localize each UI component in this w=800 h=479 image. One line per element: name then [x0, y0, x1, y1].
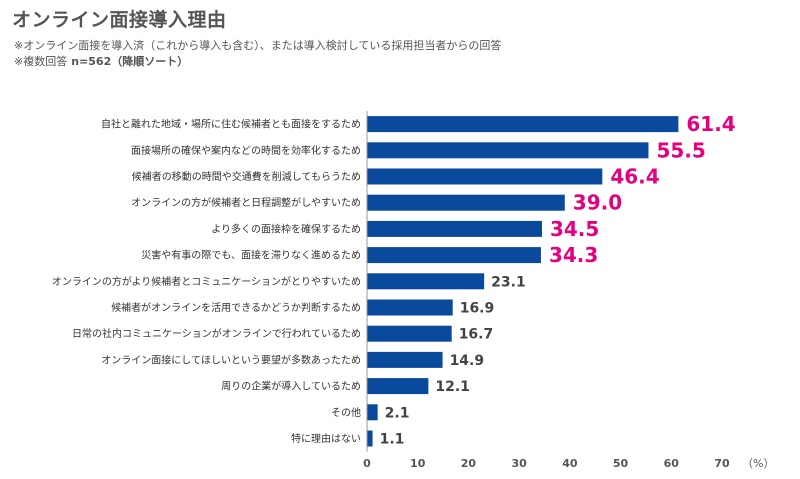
bar — [367, 142, 649, 159]
category-label: オンラインの方がより候補者とコミュニケーションがとりやすいため — [52, 275, 361, 288]
x-tick-label: 70 — [714, 457, 730, 470]
x-tick-label: 50 — [613, 457, 629, 470]
survey-note: ※オンライン面接を導入済（これから導入も含む）、または導入検討している採用担当者… — [14, 39, 502, 52]
category-label: 周りの企業が導入しているため — [221, 380, 361, 393]
x-tick-label: 40 — [562, 457, 578, 470]
chart-title: オンライン面接導入理由 — [12, 9, 227, 31]
x-tick-label: 30 — [511, 457, 527, 470]
bar — [367, 430, 373, 447]
bar — [367, 194, 565, 211]
bar — [367, 247, 541, 264]
x-tick-label: 10 — [410, 457, 426, 470]
category-label: 日常の社内コミュニケーションがオンラインで行われているため — [72, 327, 361, 340]
value-label: 46.4 — [610, 165, 659, 189]
value-label: 34.5 — [550, 217, 599, 241]
value-label: 16.7 — [459, 327, 494, 343]
bars-layer: 自社と離れた地域・場所に住む候補者とも面接をするため 61.4 面接場所の確保や案内… — [52, 112, 736, 447]
bar — [367, 351, 443, 368]
bar — [367, 116, 679, 133]
bar — [367, 168, 603, 185]
category-label: 候補者の移動の時間や交通費を削減してもらうため — [132, 170, 361, 183]
bar — [367, 378, 429, 395]
value-label: 61.4 — [686, 112, 735, 136]
category-label: 特に理由はない — [291, 432, 361, 445]
bar — [367, 299, 453, 316]
x-tick-label: 60 — [664, 457, 680, 470]
category-label: より多くの面接枠を確保するため — [211, 222, 361, 235]
value-label: 23.1 — [491, 274, 526, 290]
x-tick-label: 20 — [461, 457, 477, 470]
category-label: 面接場所の確保や案内などの時間を効率化するため — [131, 144, 361, 157]
value-label: 39.0 — [573, 191, 622, 215]
sample-size-note: n=562（降順ソート） — [71, 55, 189, 68]
bar — [367, 220, 542, 237]
category-label: オンライン面接にしてほしいという要望が多数あったため — [101, 353, 361, 366]
multiple-answer-note: ※複数回答 — [14, 55, 68, 68]
value-label: 34.3 — [549, 243, 598, 267]
x-tick-label: 0 — [363, 457, 371, 470]
value-label: 14.9 — [450, 353, 485, 369]
bar — [367, 325, 452, 342]
category-label: その他 — [331, 406, 361, 419]
x-unit-label: （%） — [742, 457, 774, 470]
bar — [367, 273, 485, 290]
answer-note: ※複数回答 n=562（降順ソート） — [14, 53, 188, 69]
value-label: 2.1 — [385, 405, 410, 421]
value-label: 12.1 — [435, 379, 470, 395]
value-label: 1.1 — [380, 432, 405, 448]
value-label: 16.9 — [460, 301, 495, 317]
bar — [367, 404, 378, 421]
value-label: 55.5 — [656, 138, 705, 162]
x-axis: 0 10 20 30 40 50 60 70 （%） — [363, 111, 774, 470]
category-label: 自社と離れた地域・場所に住む候補者とも面接をするため — [101, 118, 361, 131]
category-label: 災害や有事の際でも、面接を滞りなく進めるため — [141, 249, 361, 262]
category-label: 候補者がオンラインを活用できるかどうか判断するため — [111, 301, 361, 314]
category-label: オンラインの方が候補者と日程調整がしやすいため — [131, 196, 361, 209]
